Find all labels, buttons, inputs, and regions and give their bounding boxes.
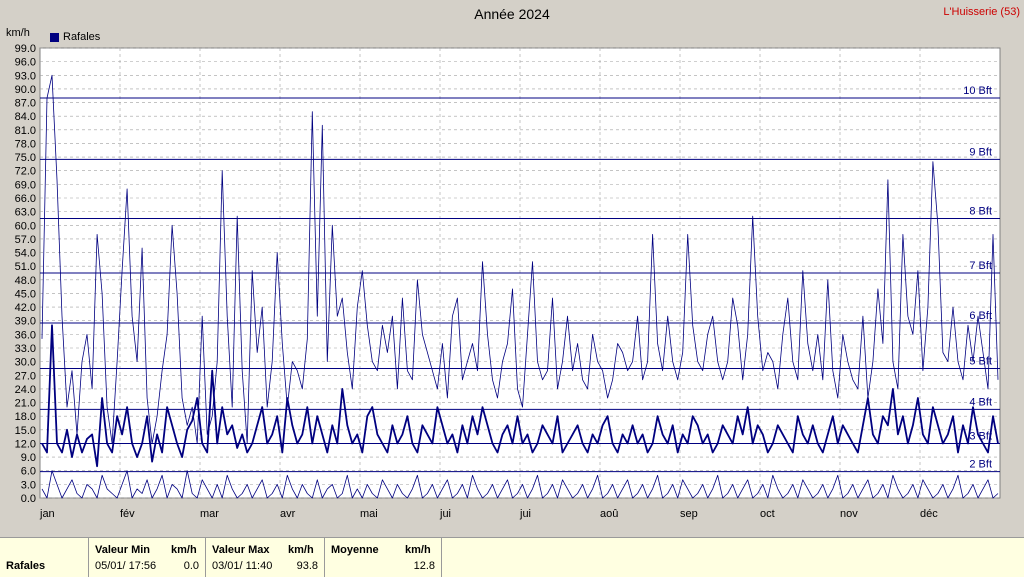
y-tick-label: 99.0 [15, 43, 36, 55]
max-header: Valeur Max [212, 544, 270, 556]
x-tick-label: mar [200, 508, 219, 520]
y-tick-label: 45.0 [15, 288, 36, 300]
x-tick-label: jui [519, 508, 531, 520]
y-tick-label: 30.0 [15, 357, 36, 369]
max-date: 03/01/ 11:40 [212, 560, 273, 572]
y-tick-label: 63.0 [15, 207, 36, 219]
beaufort-label: 3 Bft [969, 430, 992, 442]
x-tick-label: fév [120, 508, 135, 520]
min-cell: Valeur Min km/h 05/01/ 17:56 0.0 [88, 538, 205, 577]
y-tick-label: 93.0 [15, 70, 36, 82]
y-tick-label: 87.0 [15, 98, 36, 110]
avg-unit: km/h [405, 544, 431, 556]
y-tick-label: 57.0 [15, 234, 36, 246]
beaufort-label: 2 Bft [969, 459, 992, 471]
y-tick-label: 75.0 [15, 152, 36, 164]
y-tick-label: 54.0 [15, 248, 36, 260]
beaufort-label: 10 Bft [963, 85, 992, 97]
chart-title: Année 2024 [474, 6, 550, 22]
x-tick-label: aoû [600, 508, 618, 520]
beaufort-label: 6 Bft [969, 310, 992, 322]
x-tick-label: sep [680, 508, 698, 520]
y-tick-label: 21.0 [15, 398, 36, 410]
y-tick-label: 66.0 [15, 193, 36, 205]
x-tick-label: oct [760, 508, 775, 520]
series-line-mean [41, 324, 999, 468]
min-value: 0.0 [183, 560, 199, 572]
y-tick-label: 12.0 [15, 438, 36, 450]
y-tick-label: 51.0 [15, 261, 36, 273]
legend-swatch [50, 32, 59, 42]
series-line-min [41, 470, 999, 499]
y-tick-label: 48.0 [15, 275, 36, 287]
beaufort-label: 7 Bft [969, 260, 992, 272]
station-name: L'Huisserie (53) [943, 6, 1020, 18]
beaufort-label: 5 Bft [969, 355, 992, 367]
y-tick-label: 84.0 [15, 111, 36, 123]
min-unit: km/h [171, 544, 197, 556]
avg-header: Moyenne [331, 544, 379, 556]
legend-label: Rafales [63, 31, 101, 43]
y-tick-label: 60.0 [15, 220, 36, 232]
y-tick-label: 15.0 [15, 425, 36, 437]
y-tick-label: 24.0 [15, 384, 36, 396]
x-tick-label: mai [360, 508, 378, 520]
x-tick-label: avr [280, 508, 296, 520]
y-tick-label: 42.0 [15, 302, 36, 314]
y-tick-label: 39.0 [15, 316, 36, 328]
max-unit: km/h [288, 544, 314, 556]
y-tick-label: 96.0 [15, 57, 36, 69]
beaufort-label: 9 Bft [969, 146, 992, 158]
x-tick-label: déc [920, 508, 938, 520]
y-tick-label: 36.0 [15, 329, 36, 341]
y-tick-label: 69.0 [15, 179, 36, 191]
y-tick-label: 3.0 [21, 479, 36, 491]
series-line-max [41, 74, 999, 444]
y-tick-label: 9.0 [21, 452, 36, 464]
beaufort-label: 4 Bft [969, 396, 992, 408]
stats-row-label: Rafales [6, 560, 46, 572]
avg-value: 12.8 [413, 560, 435, 572]
x-tick-label: jan [39, 508, 55, 520]
min-header: Valeur Min [95, 544, 151, 556]
legend: Rafales [50, 31, 100, 43]
y-tick-label: 72.0 [15, 166, 36, 178]
chart: 0.0 3.06.0 9.0 12.015.0 18.021.0 24.0 27.030.0… [15, 43, 1001, 520]
stats-footer: Rafales Valeur Min km/h 05/01/ 17:56 0.0… [0, 537, 1024, 577]
y-tick-label: 81.0 [15, 125, 36, 137]
beaufort-label: 8 Bft [969, 205, 992, 217]
y-tick-label: 33.0 [15, 343, 36, 355]
y-tick-label: 27.0 [15, 370, 36, 382]
max-cell: Valeur Max km/h 03/01/ 11:40 93.8 [205, 538, 324, 577]
y-tick-label: 0.0 [21, 493, 36, 505]
avg-cell: Moyenne km/h 12.8 [324, 538, 442, 577]
y-tick-label: 90.0 [15, 84, 36, 96]
y-tick-label: 78.0 [15, 138, 36, 150]
y-tick-label: 18.0 [15, 411, 36, 423]
x-tick-label: nov [840, 508, 858, 520]
y-tick-label: 6.0 [21, 466, 36, 478]
y-axis-unit: km/h [6, 27, 30, 39]
x-tick-label: jui [439, 508, 451, 520]
min-date: 05/01/ 17:56 [95, 560, 157, 572]
max-value: 93.8 [296, 560, 318, 572]
